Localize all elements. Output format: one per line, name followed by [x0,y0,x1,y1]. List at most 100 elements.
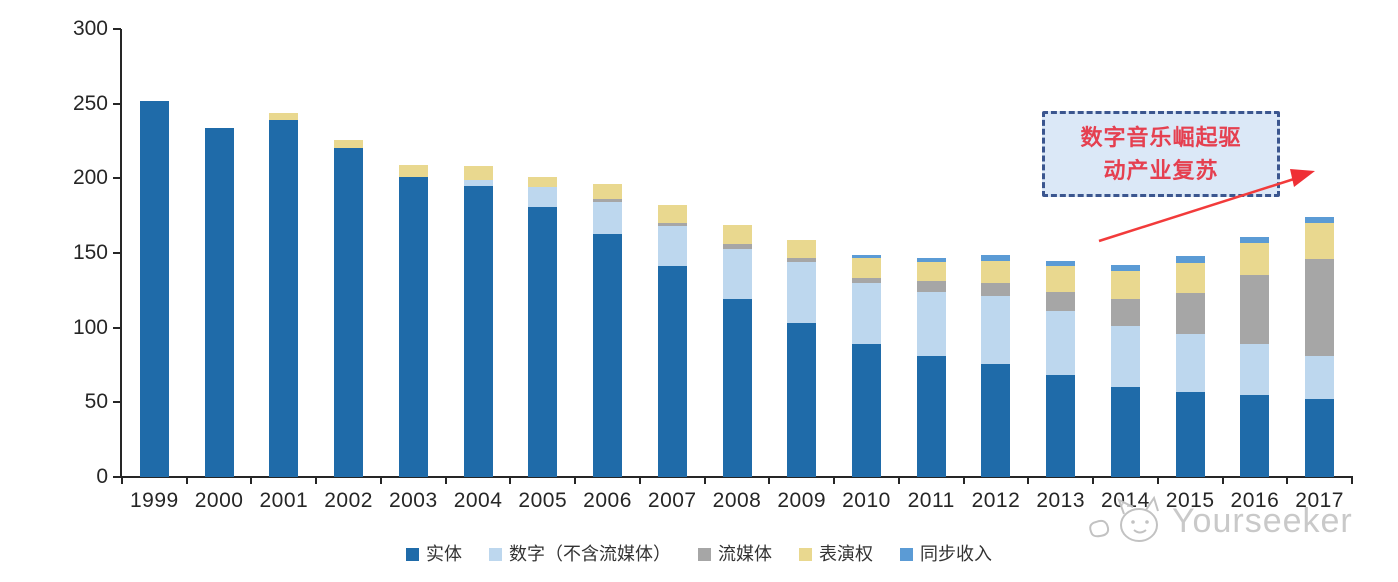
bar-segment-2012 [981,254,1011,261]
x-tick-label-2010: 2010 [842,489,891,512]
x-axis-line [120,476,1353,478]
bar-segment-2010 [851,344,881,477]
bar-segment-2014 [1110,270,1140,300]
bar-segment-2011 [916,261,946,282]
legend-swatch [900,547,913,561]
bar-segment-2005 [528,176,558,188]
y-tick-label: 0 [96,465,108,488]
bar-stack-2002 [334,139,364,477]
bar-stack-2007 [657,205,687,477]
y-tick [113,28,121,30]
bar-segment-2017 [1305,259,1335,357]
bar-segment-2004 [463,185,493,477]
bar-segment-2000 [204,127,234,477]
x-tick-label-2002: 2002 [324,489,373,512]
chart-legend: 实体 数字（不含流媒体） 流媒体 表演权 同步收入 [0,543,1398,565]
bar-segment-2012 [981,296,1011,364]
bar-stack-2017 [1305,217,1335,477]
y-axis-line [120,29,122,478]
bar-segment-2012 [981,260,1011,283]
x-tick [509,477,512,484]
x-tick-label-2000: 2000 [194,489,244,512]
annotation-arrow-head [1290,169,1315,187]
y-tick [113,102,121,105]
legend-label: 实体 [426,544,462,564]
bar-stack-2003 [398,164,428,477]
x-tick [1027,477,1030,484]
bar-segment-2008 [722,244,752,249]
bar-segment-2013 [1046,260,1076,267]
bar-stack-2000 [204,127,234,477]
bar-segment-2006 [593,184,623,200]
x-tick [1351,477,1353,484]
bar-segment-2005 [528,206,558,477]
x-tick-label-2009: 2009 [777,489,827,512]
bar-segment-2008 [722,248,752,300]
x-tick [574,477,577,484]
bar-segment-2009 [787,257,817,262]
bar-segment-2002 [334,139,364,149]
bar-segment-2015 [1175,333,1205,392]
annotation-line-2: 动产业复苏 [1103,158,1219,183]
x-tick [1156,477,1159,484]
legend-swatch [489,547,502,561]
bar-segment-2010 [851,278,881,283]
bar-segment-2010 [851,254,881,258]
bar-segment-2005 [528,187,558,207]
bar-segment-2009 [787,239,817,258]
bar-segment-2003 [398,176,428,477]
bar-segment-2009 [787,261,817,324]
watermark-text: Yourseeker [1172,502,1353,540]
legend-swatch [698,547,711,561]
bar-segment-2014 [1110,264,1140,271]
x-tick [121,477,123,484]
bar-stack-2012 [981,254,1011,477]
x-tick [1221,477,1224,484]
x-tick [250,477,253,484]
bar-segment-2009 [787,323,817,477]
bar-segment-2007 [657,223,687,227]
legend-item: 表演权 [799,543,873,565]
bar-segment-2015 [1175,391,1205,477]
bar-segment-2017 [1305,399,1335,477]
y-tick-label: 50 [84,390,108,414]
y-tick [113,252,121,254]
legend-item: 数字（不含流媒体） [489,543,671,565]
bar-segment-2001 [269,112,299,121]
bar-segment-2008 [722,224,752,245]
bar-segment-1999 [139,100,169,477]
x-tick-label-2014: 2014 [1101,489,1150,512]
bar-segment-2013 [1046,266,1076,292]
y-tick [113,177,121,180]
x-tick-label-2016: 2016 [1230,489,1280,512]
bar-stack-1999 [139,100,169,477]
bar-segment-2016 [1240,275,1270,345]
bar-segment-2003 [398,164,428,177]
y-tick-label: 300 [72,17,108,40]
legend-item: 流媒体 [698,543,772,565]
x-tick-label-1999: 1999 [130,489,179,512]
bar-stack-2011 [916,257,946,477]
watermark: Yourseeker [1086,494,1353,548]
legend-swatch [406,547,419,561]
x-tick-label-2017: 2017 [1295,489,1344,512]
bar-stack-2015 [1175,256,1205,477]
bar-segment-2011 [916,257,946,262]
y-tick [113,326,121,329]
x-tick [962,477,965,484]
bar-segment-2002 [334,148,364,477]
legend-label: 流媒体 [718,544,772,564]
x-tick-label-2011: 2011 [907,489,955,512]
x-tick [315,477,318,484]
annotation-line-1: 数字音乐崛起驱 [1080,125,1242,150]
bar-segment-2006 [593,233,623,477]
x-tick [444,477,447,484]
x-tick-label-2004: 2004 [453,489,503,512]
x-tick-label-2005: 2005 [518,489,568,512]
bar-segment-2013 [1046,291,1076,312]
bar-segment-2004 [463,166,493,180]
bar-segment-2006 [593,199,623,203]
bar-segment-2016 [1240,394,1270,477]
legend-label: 表演权 [819,544,873,564]
